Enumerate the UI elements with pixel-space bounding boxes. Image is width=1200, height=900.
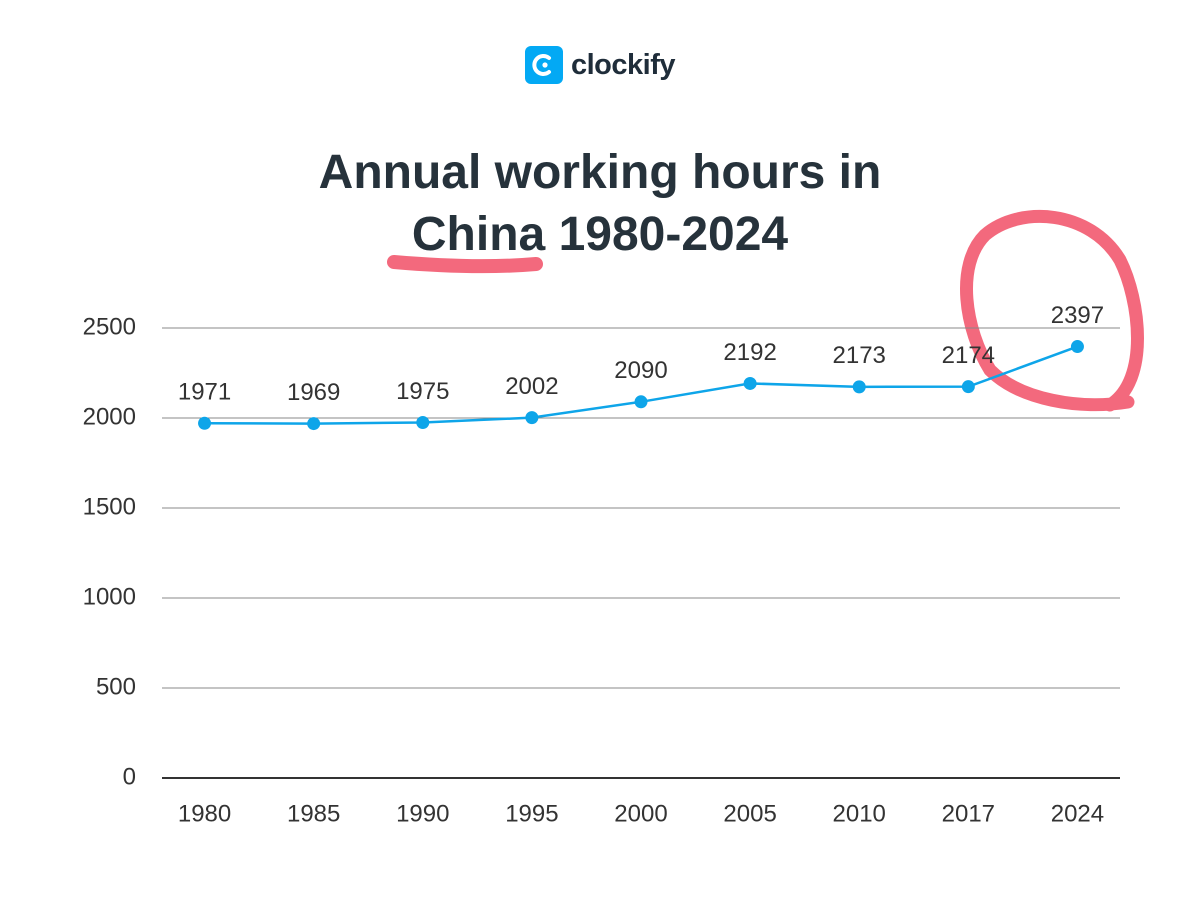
x-tick-label: 1980 xyxy=(178,800,231,827)
y-tick-label: 0 xyxy=(123,763,136,790)
y-tick-label: 1500 xyxy=(83,493,136,520)
brand-logo xyxy=(525,46,563,84)
y-tick-label: 500 xyxy=(96,673,136,700)
x-tick-label: 2017 xyxy=(942,800,995,827)
point xyxy=(1070,340,1084,354)
point xyxy=(634,395,648,409)
data-label: 1975 xyxy=(396,378,449,405)
point xyxy=(416,416,430,429)
data-label: 2002 xyxy=(505,373,558,400)
x-tick-label: 2010 xyxy=(833,800,886,827)
x-tick-label: 2000 xyxy=(614,800,667,827)
y-tick-label: 1000 xyxy=(83,583,136,610)
chart-title: Annual working hours in China 1980-2024 xyxy=(318,146,882,261)
x-tick-label: 1990 xyxy=(396,800,449,827)
highlight-underline xyxy=(387,255,543,274)
brand-name: clockify xyxy=(571,48,676,81)
data-label: 2174 xyxy=(942,342,995,369)
data-label: 2192 xyxy=(723,339,776,366)
point xyxy=(525,411,539,425)
x-tick-label: 2024 xyxy=(1051,800,1104,827)
data-label: 1971 xyxy=(178,379,231,406)
point xyxy=(852,380,866,394)
y-tick-label: 2000 xyxy=(83,403,136,430)
x-tick-label: 2005 xyxy=(723,800,776,827)
data-label: 1969 xyxy=(287,379,340,406)
highlight-circle xyxy=(960,210,1144,412)
data-label: 2173 xyxy=(833,342,886,369)
x-tick-label: 1995 xyxy=(505,800,558,827)
data-label: 2090 xyxy=(614,357,667,384)
point xyxy=(198,416,212,430)
data-label: 2397 xyxy=(1051,302,1104,329)
brand: clockify xyxy=(525,46,676,84)
point xyxy=(307,417,321,431)
x-tick-label: 1985 xyxy=(287,800,340,827)
point xyxy=(743,376,757,390)
point xyxy=(961,380,975,394)
y-tick-label: 2500 xyxy=(83,313,136,340)
